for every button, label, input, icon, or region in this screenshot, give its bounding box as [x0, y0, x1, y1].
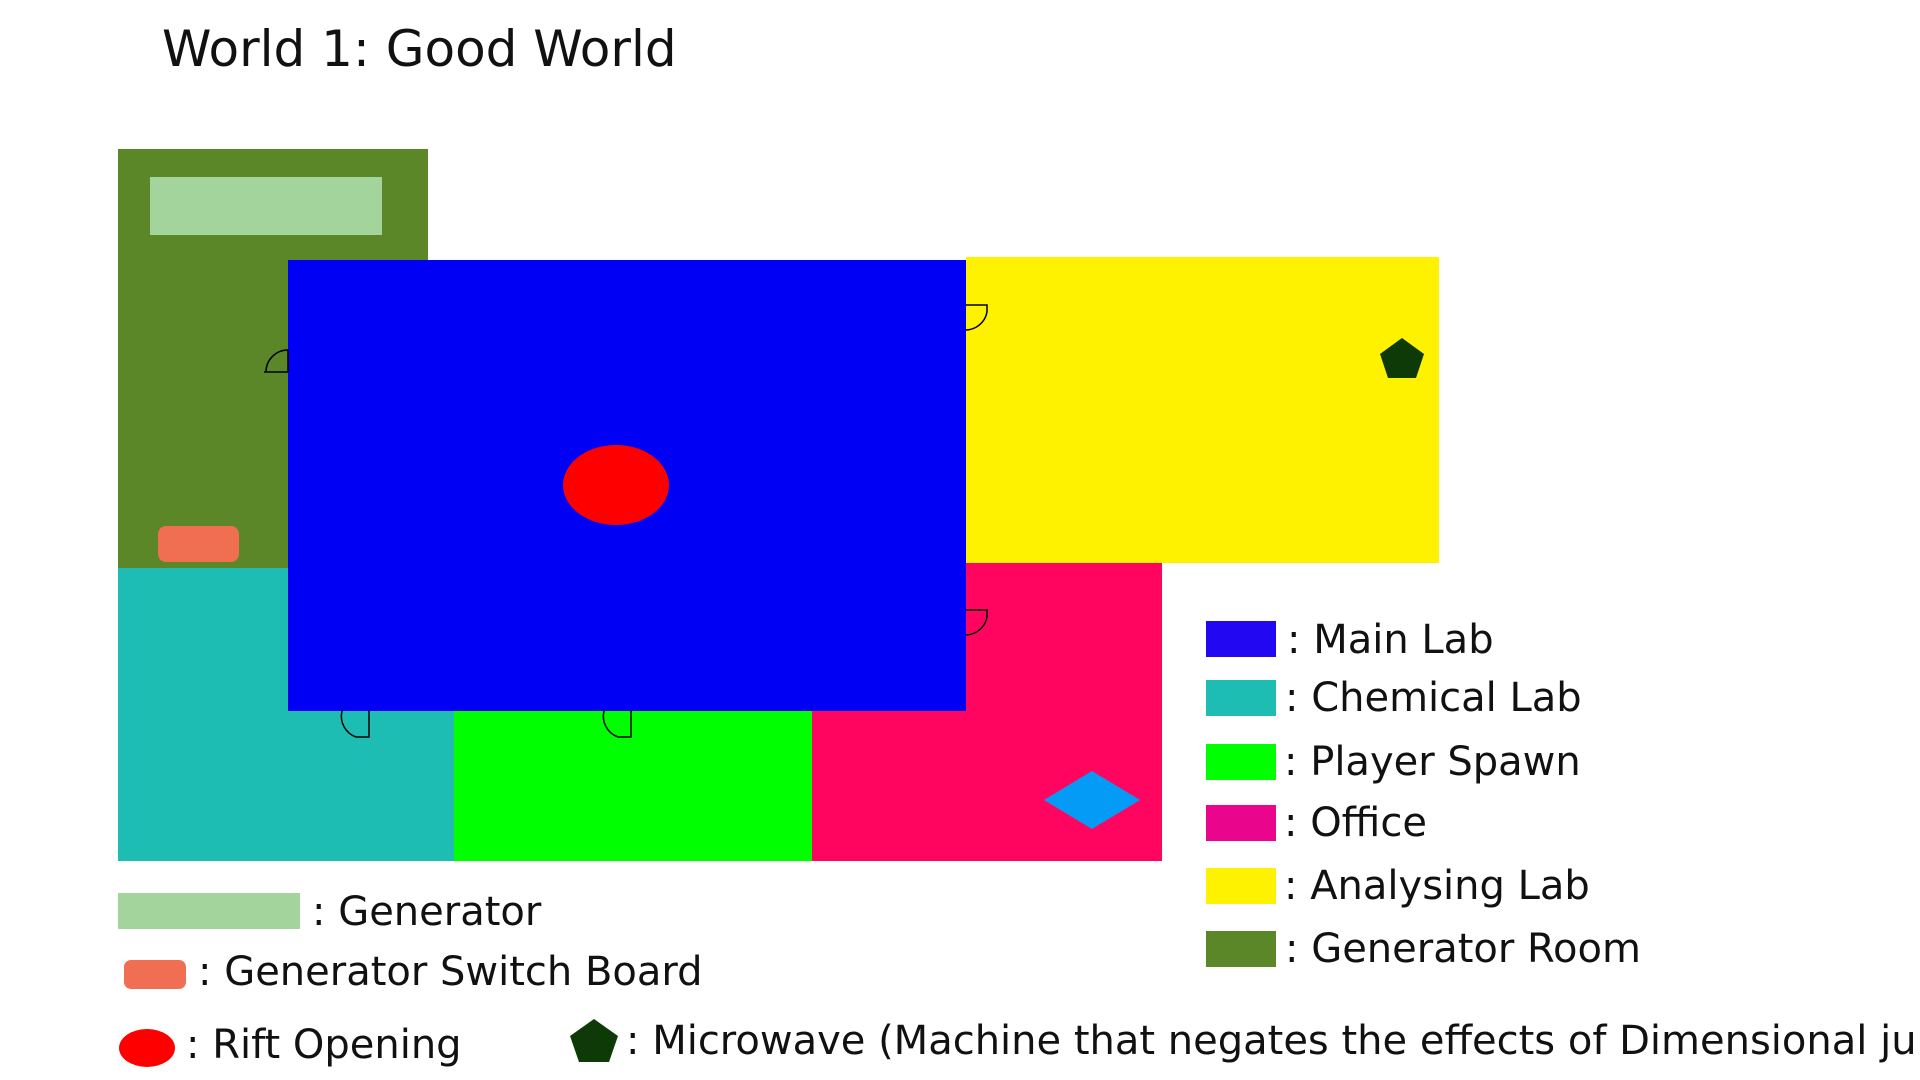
door-swing-icon: [965, 609, 988, 636]
legend-label-player-spawn: : Player Spawn: [1284, 739, 1581, 785]
generator: [150, 177, 382, 235]
legend-label-microwave: : Microwave (Machine that negates the ef…: [626, 1018, 1920, 1064]
legend-label-analysing-lab: : Analysing Lab: [1284, 863, 1590, 909]
legend-label-office: : Office: [1284, 800, 1427, 846]
blue-diamond-icon: [1044, 771, 1140, 829]
legend-swatch-generator: [118, 893, 300, 929]
legend-label-switch-board: : Generator Switch Board: [198, 949, 703, 995]
legend-label-generator-room: : Generator Room: [1285, 926, 1641, 972]
legend-swatch-main-lab: [1206, 621, 1276, 657]
legend-label-rift-opening: : Rift Opening: [186, 1022, 462, 1068]
legend-rift-icon: [119, 1029, 175, 1067]
rift-opening-icon: [563, 445, 669, 525]
legend-swatch-analysing-lab: [1206, 868, 1276, 904]
legend-label-main-lab: : Main Lab: [1287, 617, 1494, 663]
door-swing-icon: [602, 710, 632, 738]
generator-switch-board: [158, 526, 239, 562]
legend-label-chemical-lab: : Chemical Lab: [1285, 675, 1582, 721]
door-swing-icon: [340, 710, 370, 738]
door-swing-icon: [965, 304, 988, 331]
page-title: World 1: Good World: [162, 20, 677, 78]
legend-label-generator: : Generator: [312, 889, 542, 935]
door-swing-icon: [264, 349, 289, 373]
legend-swatch-office: [1206, 805, 1276, 841]
microwave-pentagon-icon: [1380, 338, 1424, 378]
legend-swatch-generator-room: [1206, 931, 1276, 967]
analysing-lab: [966, 257, 1439, 563]
legend-swatch-switch-board: [124, 960, 186, 989]
legend-microwave-pentagon-icon: [570, 1019, 618, 1062]
legend-swatch-chemical-lab: [1206, 680, 1276, 716]
legend-swatch-player-spawn: [1206, 744, 1276, 780]
